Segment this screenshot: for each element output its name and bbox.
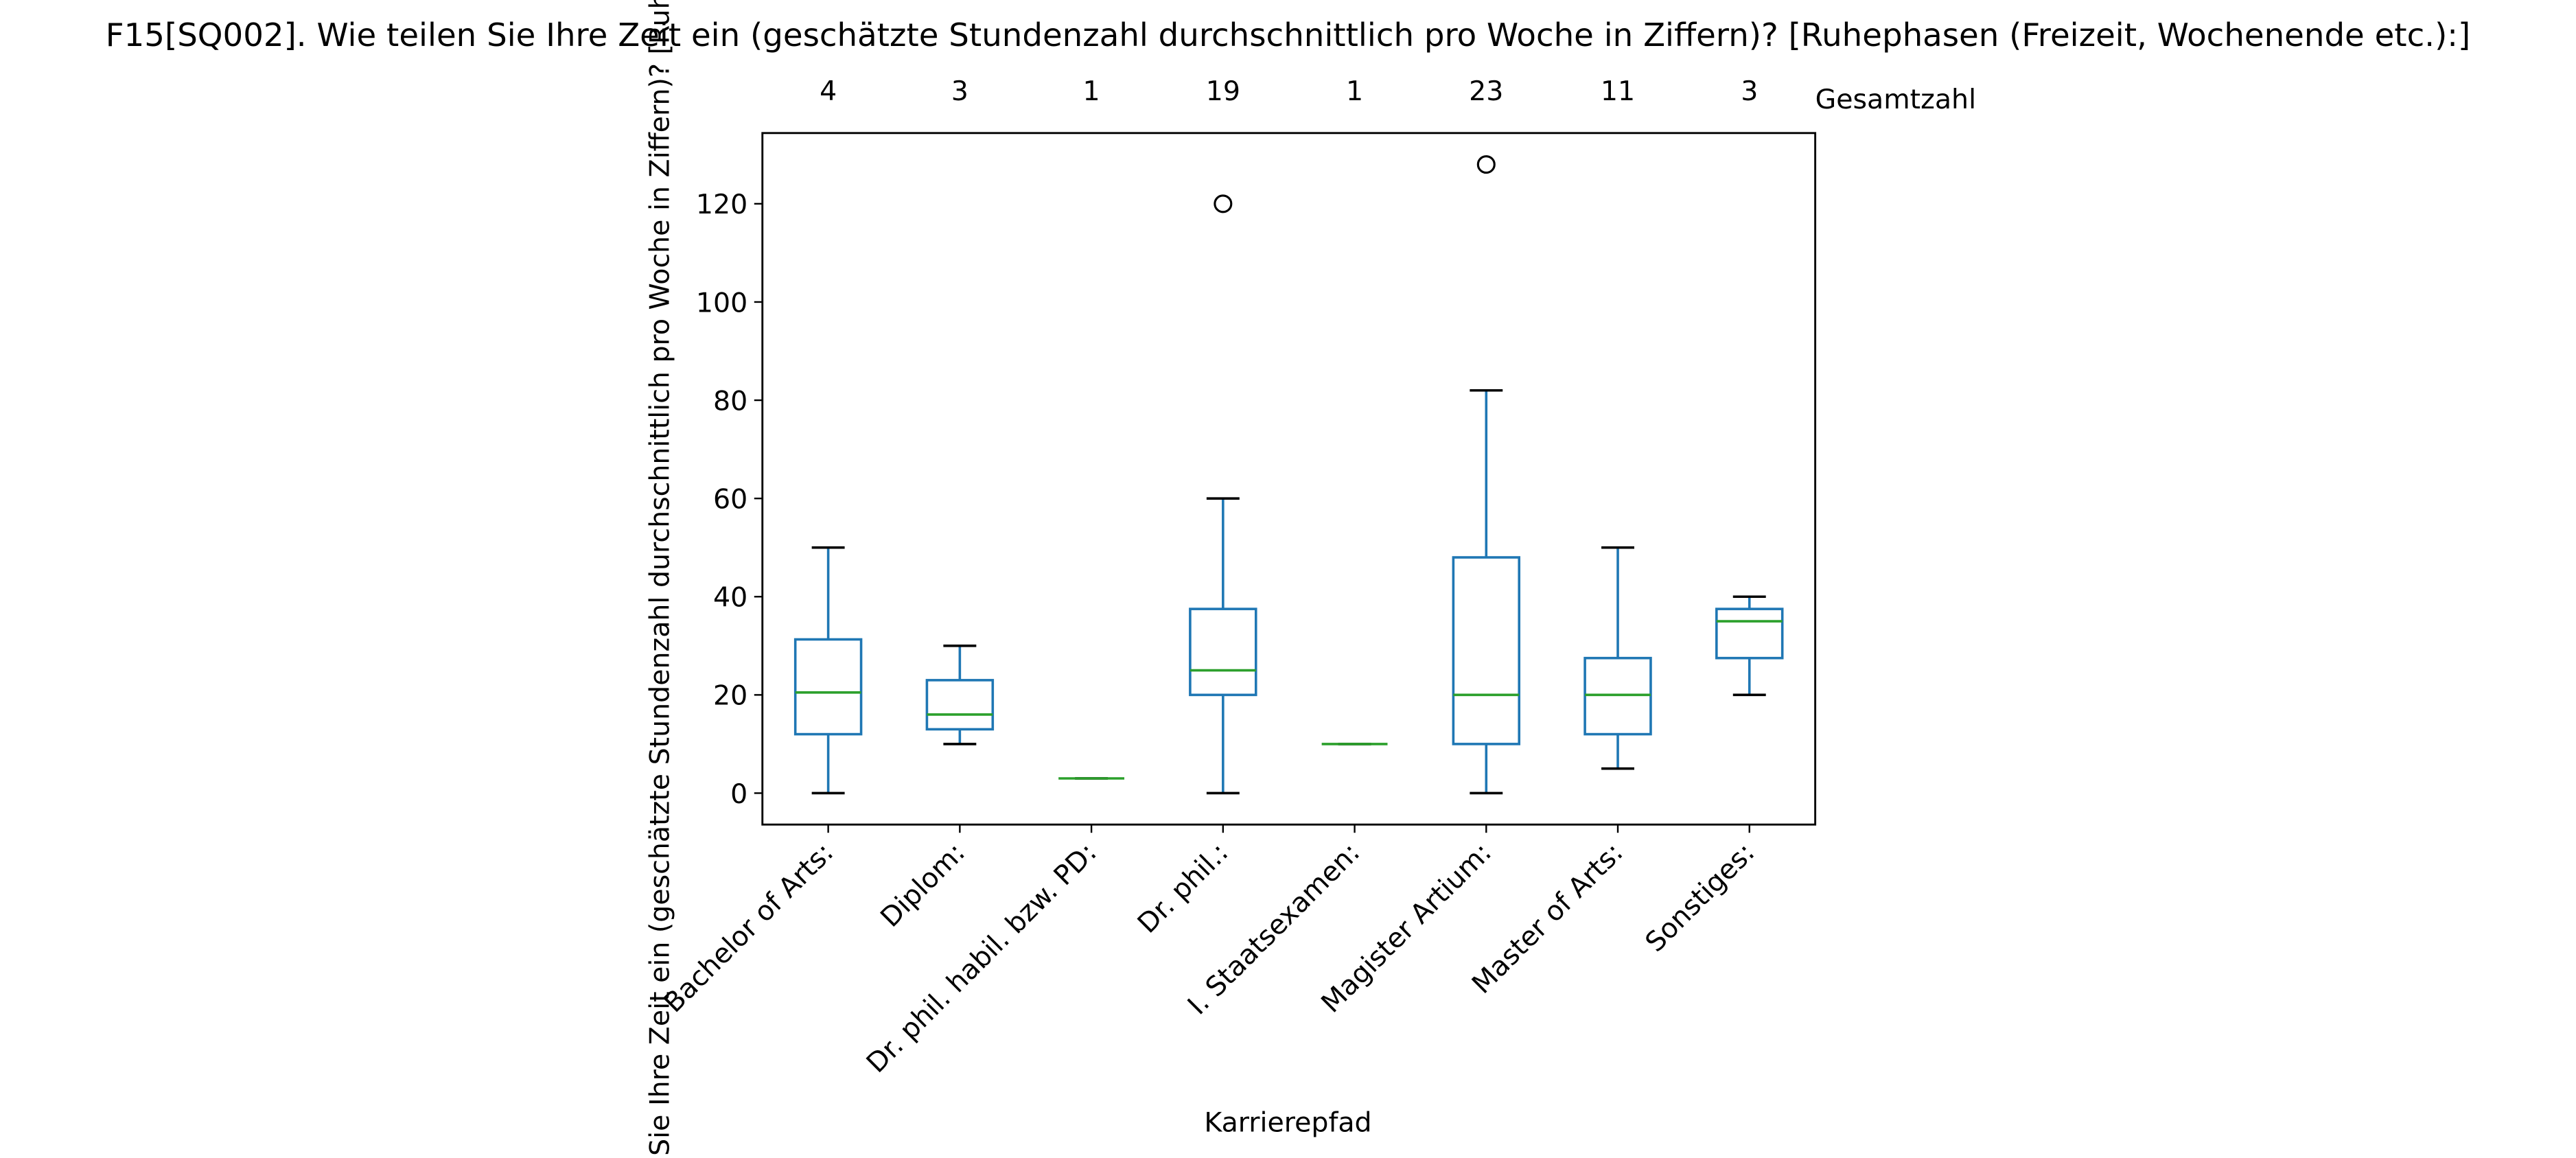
flier xyxy=(1476,155,1496,174)
count-label: 1 xyxy=(1083,76,1100,107)
box xyxy=(1452,556,1521,745)
y-axis-label: F15[SQ002]. Wie teilen Sie Ihre Zeit ein… xyxy=(644,0,675,1158)
x-tick-label: Diplom: xyxy=(874,837,971,934)
box xyxy=(1715,607,1784,660)
x-tick-label: Sonstiges: xyxy=(1639,837,1761,958)
count-label: 3 xyxy=(951,76,968,107)
box xyxy=(1189,607,1257,697)
count-label: 19 xyxy=(1206,76,1240,107)
x-tick-label: Bachelor of Arts: xyxy=(658,837,839,1019)
flier xyxy=(1214,194,1233,213)
x-axis-label: Karrierepfad xyxy=(1204,1107,1371,1139)
count-label: 4 xyxy=(820,76,837,107)
chart-title: F15[SQ002]. Wie teilen Sie Ihre Zeit ein… xyxy=(106,17,2470,54)
count-label: 23 xyxy=(1469,76,1503,107)
y-tick-label: 120 xyxy=(696,189,747,220)
counts-label: Gesamtzahl xyxy=(1815,84,1976,115)
count-label: 1 xyxy=(1346,76,1363,107)
plot-frame xyxy=(761,132,1817,826)
y-tick-label: 100 xyxy=(696,287,747,319)
box xyxy=(793,638,863,736)
y-tick-label: 60 xyxy=(713,484,747,516)
box xyxy=(925,679,995,731)
y-tick-label: 40 xyxy=(713,582,747,614)
y-tick-label: 20 xyxy=(713,680,747,712)
y-tick-label: 0 xyxy=(730,778,747,810)
y-tick-label: 80 xyxy=(713,385,747,417)
x-tick-label: Dr. phil.: xyxy=(1132,837,1235,940)
count-label: 3 xyxy=(1741,76,1758,107)
count-label: 11 xyxy=(1601,76,1635,107)
x-tick-label: Dr. phil. habil. bzw. PD: xyxy=(861,837,1103,1079)
